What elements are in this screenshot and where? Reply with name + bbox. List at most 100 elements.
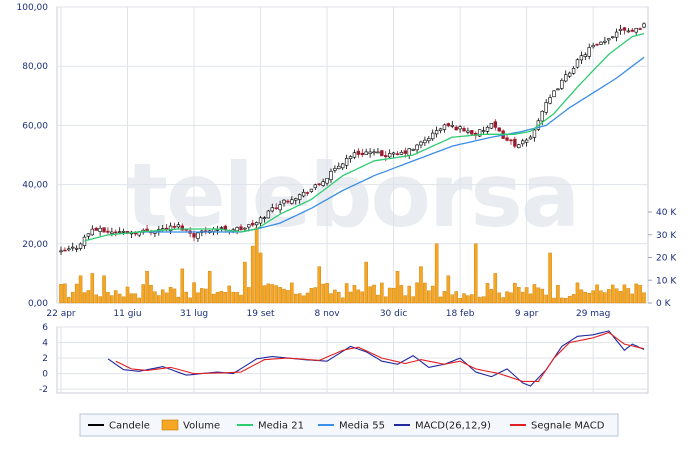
candle-body — [360, 152, 364, 155]
volume-bar — [536, 287, 541, 304]
candle-body — [560, 79, 564, 89]
volume-bar — [117, 293, 122, 304]
volume-bar — [106, 291, 110, 304]
volume-bar — [114, 290, 118, 304]
candle-body — [595, 43, 599, 46]
candle-body — [274, 207, 278, 210]
x-tick-label: 9 apr — [515, 309, 539, 319]
candle-body — [106, 230, 110, 233]
candle-body — [532, 129, 537, 138]
candle-body — [442, 124, 447, 130]
volume-bar — [168, 286, 173, 304]
candle-body — [415, 144, 419, 151]
candle-body — [235, 227, 239, 232]
volume-bar — [481, 296, 486, 304]
volume-bar — [630, 293, 635, 304]
candle-body — [384, 155, 388, 158]
volume-bar — [82, 292, 87, 304]
volume-bar — [59, 284, 63, 304]
candle-body — [278, 204, 282, 211]
x-tick-label: 18 feb — [446, 309, 475, 319]
volume-bar — [419, 266, 423, 304]
volume-y-tick-label: 10 K — [656, 276, 677, 286]
candle-body — [348, 156, 353, 159]
volume-bar — [466, 295, 470, 304]
volume-bar — [192, 282, 196, 304]
candle-body — [305, 192, 310, 194]
volume-bar — [145, 270, 149, 304]
volume-bar — [164, 292, 169, 304]
candle-body — [325, 177, 329, 184]
price-y-tick-label: 80,00 — [22, 62, 48, 72]
candle-body — [333, 168, 337, 171]
candle-body — [599, 41, 603, 45]
volume-bar — [579, 289, 584, 304]
volume-bar — [200, 288, 204, 304]
macd-y-tick-label: -2 — [39, 385, 48, 395]
volume-bar — [376, 294, 380, 304]
candle-body — [102, 227, 106, 233]
macd-y-tick-label: 6 — [42, 323, 48, 333]
volume-bar — [509, 292, 513, 304]
candle-body — [337, 165, 341, 170]
volume-bar — [231, 291, 235, 304]
volume-bar — [254, 227, 259, 304]
legend-box — [79, 413, 619, 437]
candle-body — [317, 183, 321, 186]
volume-bar — [313, 287, 318, 304]
candle-body — [297, 194, 302, 200]
volume-bar — [575, 282, 580, 304]
volume-bar — [157, 295, 161, 304]
candle-body — [243, 227, 247, 230]
candle-body — [454, 126, 458, 131]
legend-label: Media 21 — [258, 421, 304, 432]
volume-bar — [329, 293, 333, 304]
candle-body — [634, 28, 638, 33]
axes: 22 apr 11 giu 31 lug 19 set 8 nov 30 dic 18 fe… — [17, 3, 678, 395]
volume-bar — [583, 292, 588, 304]
volume-bar — [458, 298, 462, 304]
candle-body — [638, 28, 642, 30]
volume-bar — [395, 270, 400, 304]
candle-body — [548, 97, 552, 104]
volume-bar — [270, 284, 275, 304]
candle-body — [583, 54, 588, 57]
candle-body — [301, 191, 306, 197]
volume-bar — [446, 275, 451, 304]
macd-y-tick-label: 4 — [42, 339, 48, 349]
candle-body — [450, 125, 454, 127]
macd-y-tick-label: 0 — [42, 370, 48, 380]
volume-bar — [137, 297, 142, 304]
candle-body — [114, 231, 118, 234]
macd-lines — [107, 330, 645, 387]
volume-bar — [563, 297, 568, 304]
volume-bar — [591, 290, 595, 304]
candle-body — [489, 123, 494, 129]
candle-body — [341, 163, 345, 169]
volume-bar — [188, 297, 192, 304]
volume-bar — [297, 293, 302, 304]
volume-bar — [415, 282, 419, 304]
candle-body — [387, 153, 392, 158]
candle-body — [544, 102, 548, 113]
candle-body — [509, 139, 513, 142]
candle-body — [282, 199, 286, 204]
volume-bar — [133, 293, 138, 304]
volume-bar — [196, 292, 200, 304]
volume-bar — [223, 292, 228, 304]
volume-bars — [59, 227, 646, 304]
volume-bar — [176, 296, 181, 304]
candle-body — [110, 231, 114, 234]
candle-body — [556, 88, 560, 91]
candle-body — [286, 200, 290, 203]
candle-body — [239, 226, 243, 231]
volume-bar — [603, 292, 607, 304]
volume-bar — [286, 290, 290, 304]
price-y-tick-label: 100,00 — [17, 3, 49, 13]
x-tick-label: 31 lug — [180, 309, 208, 319]
volume-bar — [258, 252, 263, 304]
x-tick-label: 22 apr — [46, 309, 76, 319]
volume-bar — [63, 283, 67, 304]
volume-bar — [110, 295, 114, 304]
volume-bar — [78, 275, 83, 304]
